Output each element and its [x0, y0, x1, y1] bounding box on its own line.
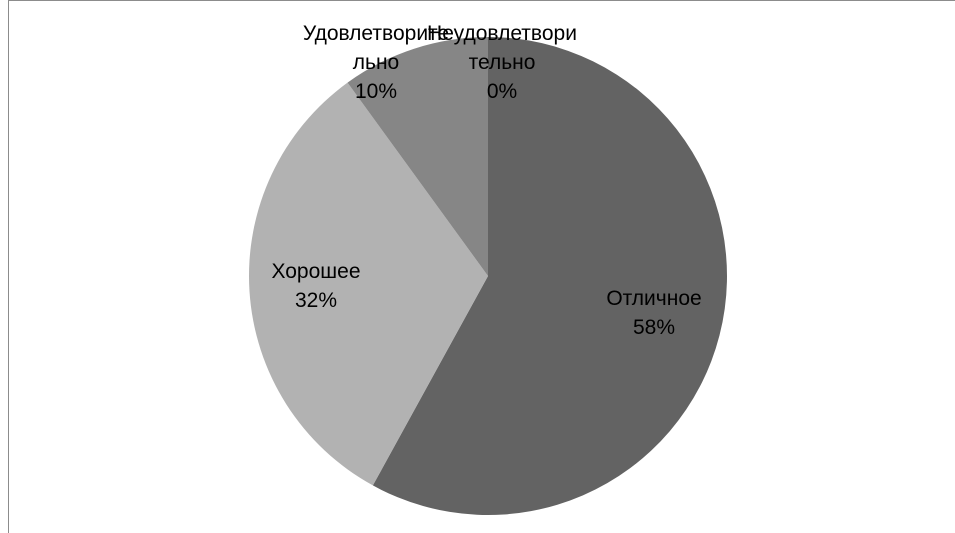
slice-name: тельно [469, 51, 536, 74]
pie-labels: Неудовлетвори тельно 0% Отличное 58% Хорошее 3… [271, 22, 701, 339]
slice-percent: 0% [487, 80, 517, 103]
pie-slice [372, 37, 727, 515]
slice-label: Хорошее 32% [271, 260, 360, 312]
slice-label: Неудовлетвори тельно 0% [427, 22, 577, 103]
slice-name: Удовлетворите [303, 22, 449, 45]
slice-name: Отличное [606, 287, 701, 310]
slice-percent: 10% [355, 80, 397, 103]
chart-border [8, 0, 955, 533]
slice-name: льно [353, 51, 399, 74]
slice-label: Отличное 58% [606, 287, 701, 339]
slice-name: Хорошее [271, 260, 360, 283]
slice-percent: 58% [633, 316, 675, 339]
slice-label: Удовлетворите льно 10% [303, 22, 449, 103]
slice-percent: 32% [295, 289, 337, 312]
pie-slices [249, 37, 727, 515]
pie-slice [347, 37, 488, 276]
pie-slice [249, 82, 488, 486]
slice-name: Неудовлетвори [427, 22, 577, 45]
